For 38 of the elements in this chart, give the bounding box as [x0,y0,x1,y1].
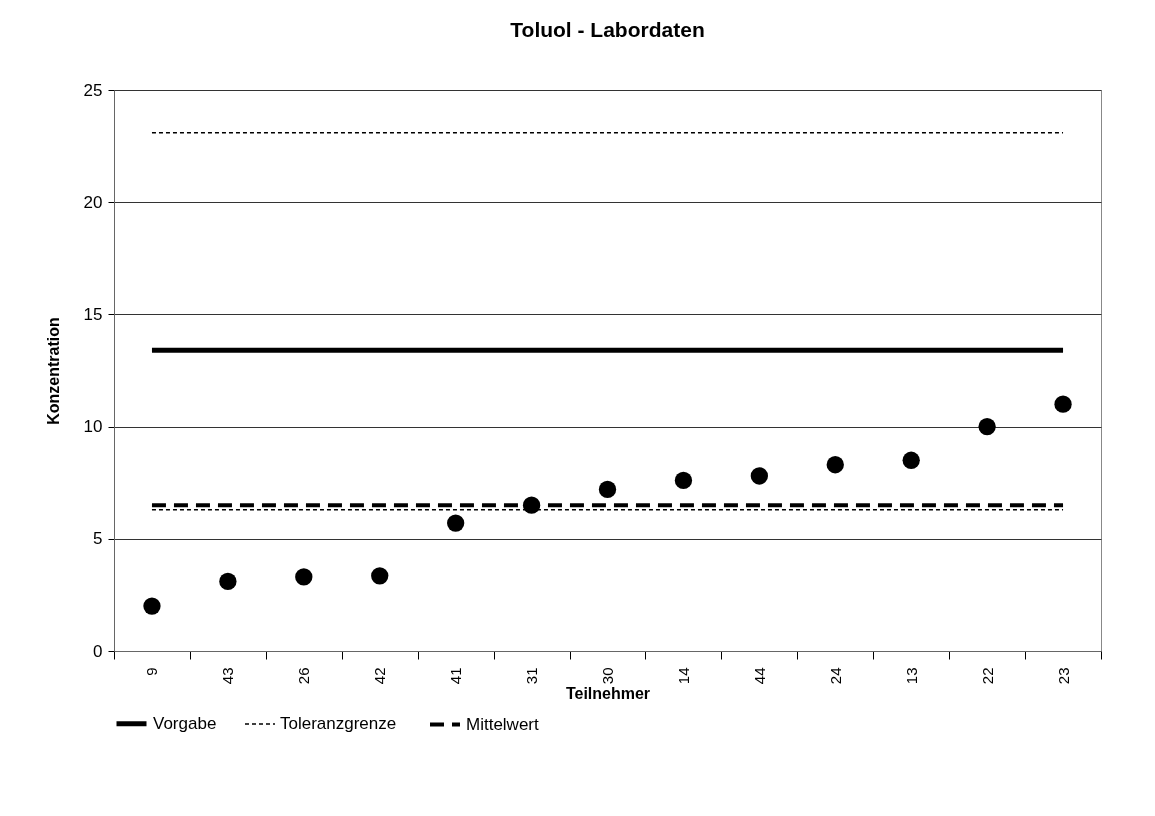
x-axis-title: Teilnehmer [565,685,651,703]
y-tick-label: 10 [83,417,103,437]
point [371,567,389,585]
point [750,467,769,485]
point [143,597,161,615]
x-tick-label: 22 [978,667,996,685]
x-tick-label: 43 [219,667,237,685]
x-tick-label: 23 [1054,667,1072,685]
y-axis-title: Konzentration [44,317,62,425]
y-tick-label: 5 [93,529,103,549]
legend-label: Vorgabe [153,713,217,733]
chart-title: Toluol - Labordaten [510,18,705,41]
point [522,496,541,514]
point [295,568,313,586]
x-tick-label: 26 [295,667,313,685]
point [978,417,996,436]
x-tick-label: 44 [750,667,768,685]
x-tick-label: 14 [674,667,692,685]
point [446,514,465,532]
x-tick-label: 30 [599,667,616,685]
y-tick-label: 25 [83,80,103,100]
point [598,480,617,499]
y-tick-label: 15 [83,304,103,324]
point [219,572,237,591]
x-tick-label: 9 [143,667,161,676]
x-tick-label: 42 [371,667,389,685]
x-tick-label: 31 [523,667,541,685]
point [902,451,920,469]
x-tick-label: 41 [447,667,465,685]
legend-label: Mittelwert [466,714,540,734]
y-tick-label: 20 [83,192,103,212]
point [826,456,844,474]
y-tick-label: 0 [93,641,103,661]
point [674,471,693,490]
legend-label: Toleranzgrenze [280,714,397,733]
x-tick-label: 13 [902,667,920,685]
point [1054,395,1072,413]
x-tick-label: 24 [826,667,844,685]
